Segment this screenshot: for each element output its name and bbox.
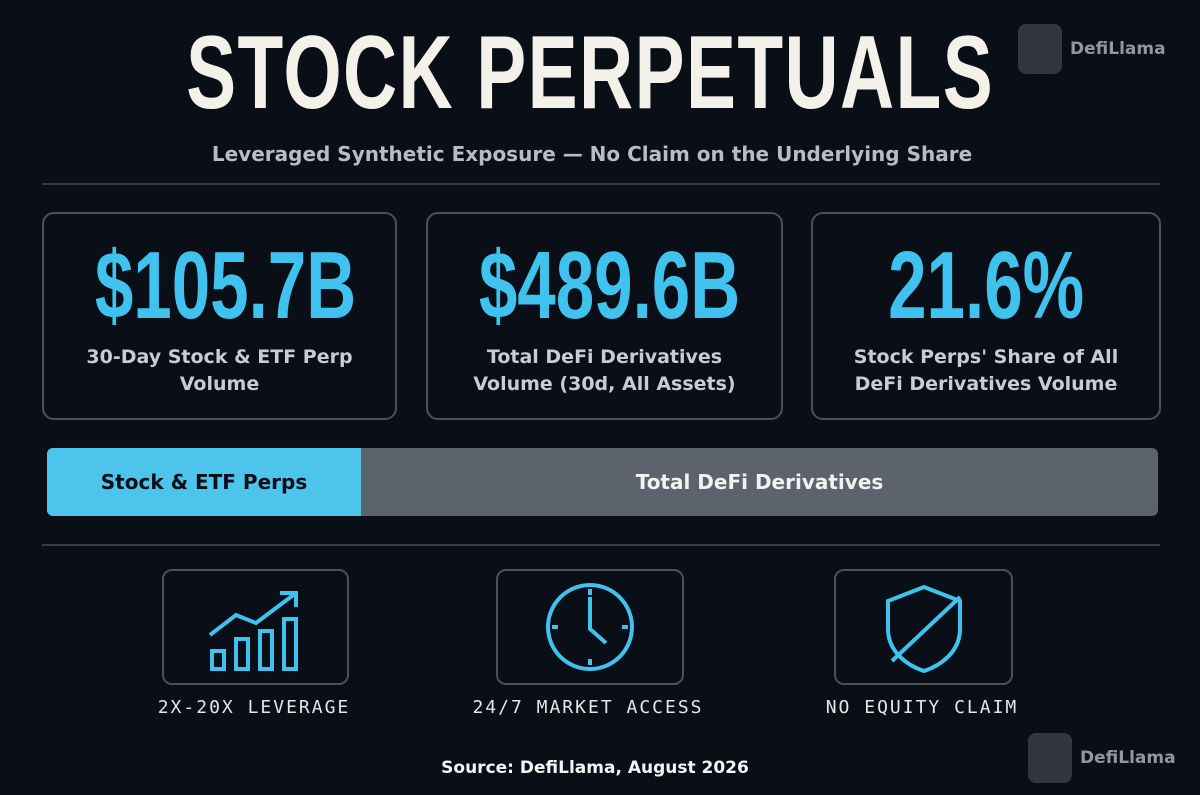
stat-card: $105.7B 30-Day Stock & ETF Perp Volume — [42, 212, 397, 420]
stat-value: $489.6B — [428, 236, 781, 336]
divider — [42, 183, 1160, 185]
subtitle: Leveraged Synthetic Exposure — No Claim … — [211, 142, 973, 166]
bar-segment: Stock & ETF Perps — [47, 448, 361, 516]
source: Source: DefiLlama, August 2026 — [441, 758, 749, 778]
stat-value-text: $489.6B — [478, 232, 741, 339]
title: STOCK PERPETUALS — [0, 18, 1180, 128]
logo-text: DefiLlama — [1080, 748, 1176, 768]
logo: DefiLlama — [1028, 733, 1176, 783]
feature-label: 2X-20X LEVERAGE — [157, 697, 351, 718]
logo: DefiLlama — [1018, 24, 1166, 74]
stat-value-text: 21.6% — [887, 232, 1084, 339]
feature-label: NO EQUITY CLAIM — [825, 697, 1019, 718]
leverage-icon — [208, 591, 298, 671]
stat-card: $489.6B Total DeFi Derivatives Volume (3… — [426, 212, 783, 420]
title-text: STOCK PERPETUALS — [185, 15, 994, 131]
feature-label: 24/7 MARKET ACCESS — [472, 697, 704, 718]
feature-box — [834, 569, 1013, 685]
stat-value: 21.6% — [813, 236, 1159, 336]
divider — [42, 544, 1160, 546]
share-bar: Stock & ETF Perps Total DeFi Derivatives — [47, 448, 1158, 516]
stat-value: $105.7B — [44, 236, 395, 336]
stat-label: Total DeFi Derivatives Volume (30d, All … — [473, 346, 736, 395]
logo-text: DefiLlama — [1070, 39, 1166, 59]
clock-icon — [546, 583, 634, 671]
feature-box — [162, 569, 349, 685]
bar-segment: Total DeFi Derivatives — [635, 470, 884, 494]
feature-box — [496, 569, 684, 685]
logo-mark — [1028, 733, 1072, 783]
shield-icon — [886, 584, 962, 674]
logo-mark — [1018, 24, 1062, 74]
stat-label: 30-Day Stock & ETF Perp Volume — [86, 346, 353, 395]
stat-card: 21.6% Stock Perps' Share of All DeFi Der… — [811, 212, 1161, 420]
stat-label: Stock Perps' Share of All DeFi Derivativ… — [853, 346, 1119, 395]
stat-value-text: $105.7B — [94, 232, 357, 339]
